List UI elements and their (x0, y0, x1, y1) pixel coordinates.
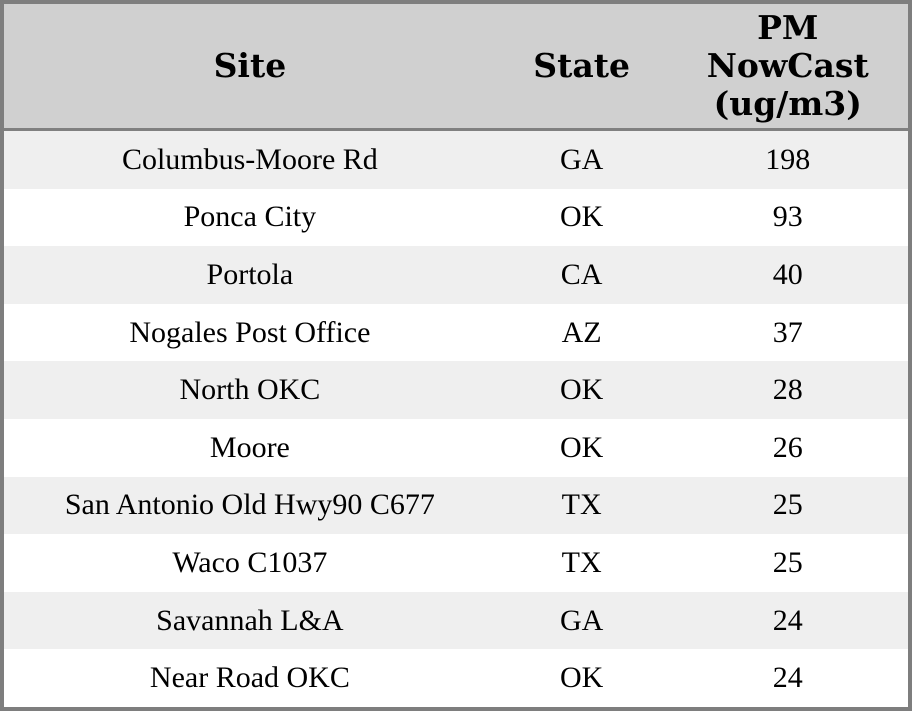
table-header: Site State PM NowCast (ug/m3) (4, 4, 908, 131)
pm-cell: 28 (772, 373, 803, 407)
pm-cell: 198 (765, 142, 811, 176)
table-row: North OKC OK 28 (4, 361, 908, 419)
site-cell: Ponca City (183, 200, 317, 234)
site-cell: Portola (206, 257, 294, 291)
state-cell: GA (559, 142, 604, 176)
column-header-site: Site (213, 47, 287, 85)
site-cell: San Antonio Old Hwy90 C677 (64, 488, 435, 522)
state-cell: OK (559, 373, 604, 407)
table-row: Columbus-Moore Rd GA 198 (4, 131, 908, 189)
column-header-state: State (533, 47, 630, 85)
site-cell: Columbus-Moore Rd (121, 142, 378, 176)
site-cell: Moore (209, 430, 290, 464)
column-header-pm-nowcast: PM NowCast (ug/m3) (668, 9, 908, 123)
site-cell: Waco C1037 (172, 545, 328, 579)
site-cell: Savannah L&A (156, 603, 344, 637)
table-row: Nogales Post Office AZ 37 (4, 303, 908, 362)
pm-header-line-3: (ug/m3) (713, 84, 862, 123)
pm-header-line-1: PM (757, 9, 819, 47)
pm-header-line-2: NowCast (706, 46, 869, 85)
pm-cell: 37 (772, 315, 803, 349)
state-cell: TX (561, 545, 602, 579)
table-row: Ponca City OK 93 (4, 188, 908, 247)
table-row: Waco C1037 TX 25 (4, 534, 908, 592)
state-cell: AZ (561, 315, 602, 349)
pm-cell: 26 (772, 430, 803, 464)
state-cell: TX (561, 488, 602, 522)
state-cell: CA (560, 257, 603, 291)
table-row: San Antonio Old Hwy90 C677 TX 25 (4, 476, 908, 535)
pm-cell: 25 (772, 545, 803, 579)
pm-cell: 24 (772, 661, 803, 695)
table-row: Portola CA 40 (4, 246, 908, 304)
state-cell: GA (559, 603, 604, 637)
pm-cell: 40 (772, 257, 803, 291)
site-cell: Nogales Post Office (129, 315, 371, 349)
pm-cell: 93 (772, 200, 803, 234)
pm-cell: 25 (772, 488, 803, 522)
site-cell: North OKC (179, 373, 321, 407)
table-row: Savannah L&A GA 24 (4, 591, 908, 650)
site-cell: Near Road OKC (149, 661, 350, 695)
state-cell: OK (559, 200, 604, 234)
state-cell: OK (559, 430, 604, 464)
table-row: Moore OK 26 (4, 418, 908, 477)
state-cell: OK (559, 661, 604, 695)
pm-cell: 24 (772, 603, 803, 637)
table-row: Near Road OKC OK 24 (4, 649, 908, 707)
